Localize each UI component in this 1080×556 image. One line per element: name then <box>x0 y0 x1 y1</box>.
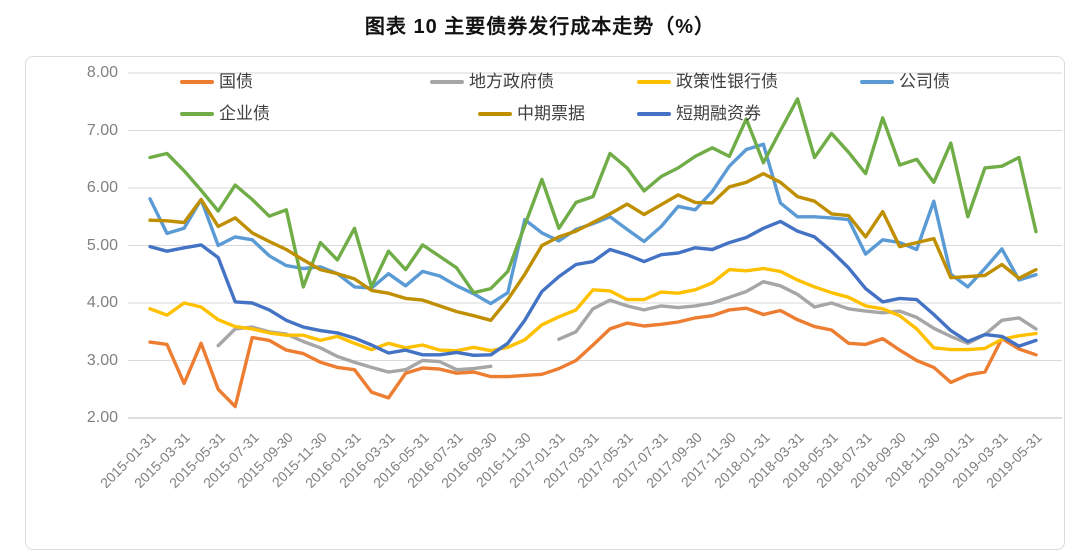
legend-item-policy-bank: 政策性银行债 <box>637 72 778 92</box>
legend-swatch-policy-bank <box>637 80 671 84</box>
legend-item-local-gov: 地方政府债 <box>430 72 554 92</box>
y-tick-label: 4.00 <box>86 294 118 311</box>
series-line-treasury <box>148 306 1038 409</box>
y-tick-label: 3.00 <box>86 351 118 369</box>
series-line-mtn <box>148 171 1038 322</box>
legend-swatch-scp <box>637 112 671 116</box>
series-line-enterprise <box>148 97 1038 295</box>
legend-item-enterprise: 企业债 <box>180 104 270 124</box>
legend-label-corporate: 公司债 <box>899 72 950 91</box>
legend-swatch-enterprise <box>180 112 214 116</box>
legend-label-local-gov: 地方政府债 <box>469 72 554 91</box>
series-line-local-gov <box>557 280 1038 345</box>
legend-label-mtn: 中期票据 <box>517 104 585 123</box>
legend-label-scp: 短期融资券 <box>676 104 761 123</box>
legend-item-corporate: 公司债 <box>860 72 950 92</box>
y-tick-label: 5.00 <box>86 236 118 254</box>
legend-item-scp: 短期融资券 <box>637 104 761 124</box>
chart-title: 图表 10 主要债券发行成本走势（%） <box>364 16 716 38</box>
legend-swatch-treasury <box>180 80 214 84</box>
legend-item-treasury: 国债 <box>180 72 253 92</box>
legend-item-mtn: 中期票据 <box>478 104 585 124</box>
series-line-scp <box>148 219 1038 357</box>
legend-swatch-corporate <box>860 80 894 84</box>
y-tick-label: 7.00 <box>86 121 118 139</box>
legend-swatch-mtn <box>478 112 512 116</box>
legend-swatch-local-gov <box>430 80 464 84</box>
series-line-policy-bank <box>148 266 1038 353</box>
legend-label-policy-bank: 政策性银行债 <box>676 72 778 91</box>
y-tick-label: 8.00 <box>86 64 118 81</box>
y-tick-label: 6.00 <box>86 179 118 196</box>
legend-label-enterprise: 企业债 <box>219 104 270 123</box>
y-tick-label: 2.00 <box>86 409 118 426</box>
legend-label-treasury: 国债 <box>219 72 253 91</box>
